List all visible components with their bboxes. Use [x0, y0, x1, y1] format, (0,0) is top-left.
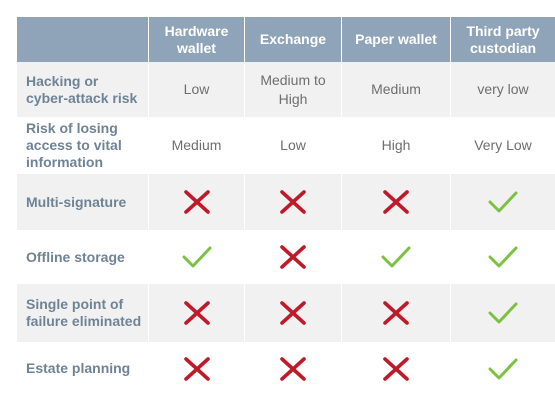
- check-icon: [488, 189, 518, 215]
- table-cell: Low: [244, 117, 341, 174]
- table-cell: [341, 342, 450, 395]
- cross-icon: [278, 244, 308, 270]
- header-row: Hardware wallet Exchange Paper wallet Th…: [17, 17, 555, 62]
- table-cell: [244, 230, 341, 284]
- table-cell: [244, 284, 341, 342]
- check-icon: [488, 356, 518, 382]
- table-cell: [341, 174, 450, 230]
- cross-icon: [278, 189, 308, 215]
- table-cell: Medium: [341, 62, 450, 117]
- table-cell: [244, 174, 341, 230]
- cross-icon: [381, 356, 411, 382]
- table-cell: [148, 174, 244, 230]
- header-hardware-wallet: Hardware wallet: [148, 17, 244, 62]
- cross-icon: [182, 356, 212, 382]
- table-row: Risk of losing access to vital informati…: [17, 117, 555, 174]
- table-cell: [341, 230, 450, 284]
- table-row: Multi-signature: [17, 174, 555, 230]
- check-icon: [488, 244, 518, 270]
- table-cell: [450, 230, 555, 284]
- check-icon: [488, 300, 518, 326]
- cross-icon: [278, 300, 308, 326]
- cross-icon: [278, 356, 308, 382]
- check-icon: [381, 244, 411, 270]
- table-cell: [148, 230, 244, 284]
- table-row: Estate planning: [17, 342, 555, 395]
- check-icon: [182, 244, 212, 270]
- table-cell: Medium: [148, 117, 244, 174]
- table-cell: [148, 342, 244, 395]
- table-cell: High: [341, 117, 450, 174]
- table-cell: [244, 342, 341, 395]
- header-corner: [17, 17, 148, 62]
- cross-icon: [182, 300, 212, 326]
- table-cell: Low: [148, 62, 244, 117]
- table-cell: [450, 342, 555, 395]
- cross-icon: [381, 300, 411, 326]
- table-cell: very low: [450, 62, 555, 117]
- table-cell: Medium to High: [244, 62, 341, 117]
- table-cell: [450, 284, 555, 342]
- header-exchange: Exchange: [244, 17, 341, 62]
- row-label: Hacking or cyber-attack risk: [17, 62, 148, 117]
- table-row: Single point of failure eliminated: [17, 284, 555, 342]
- table-row: Offline storage: [17, 230, 555, 284]
- row-label: Offline storage: [17, 230, 148, 284]
- cross-icon: [182, 189, 212, 215]
- row-label: Single point of failure eliminated: [17, 284, 148, 342]
- table-cell: [341, 284, 450, 342]
- header-paper-wallet: Paper wallet: [341, 17, 450, 62]
- table-row: Hacking or cyber-attack risk Low Medium …: [17, 62, 555, 117]
- wallet-comparison-table: Hardware wallet Exchange Paper wallet Th…: [17, 17, 555, 395]
- cross-icon: [381, 189, 411, 215]
- row-label: Multi-signature: [17, 174, 148, 230]
- comparison-table-container: Hardware wallet Exchange Paper wallet Th…: [17, 17, 555, 395]
- table-cell: [450, 174, 555, 230]
- header-third-party-custodian: Third party custodian: [450, 17, 555, 62]
- row-label: Estate planning: [17, 342, 148, 395]
- table-cell: [148, 284, 244, 342]
- table-cell: Very Low: [450, 117, 555, 174]
- row-label: Risk of losing access to vital informati…: [17, 117, 148, 174]
